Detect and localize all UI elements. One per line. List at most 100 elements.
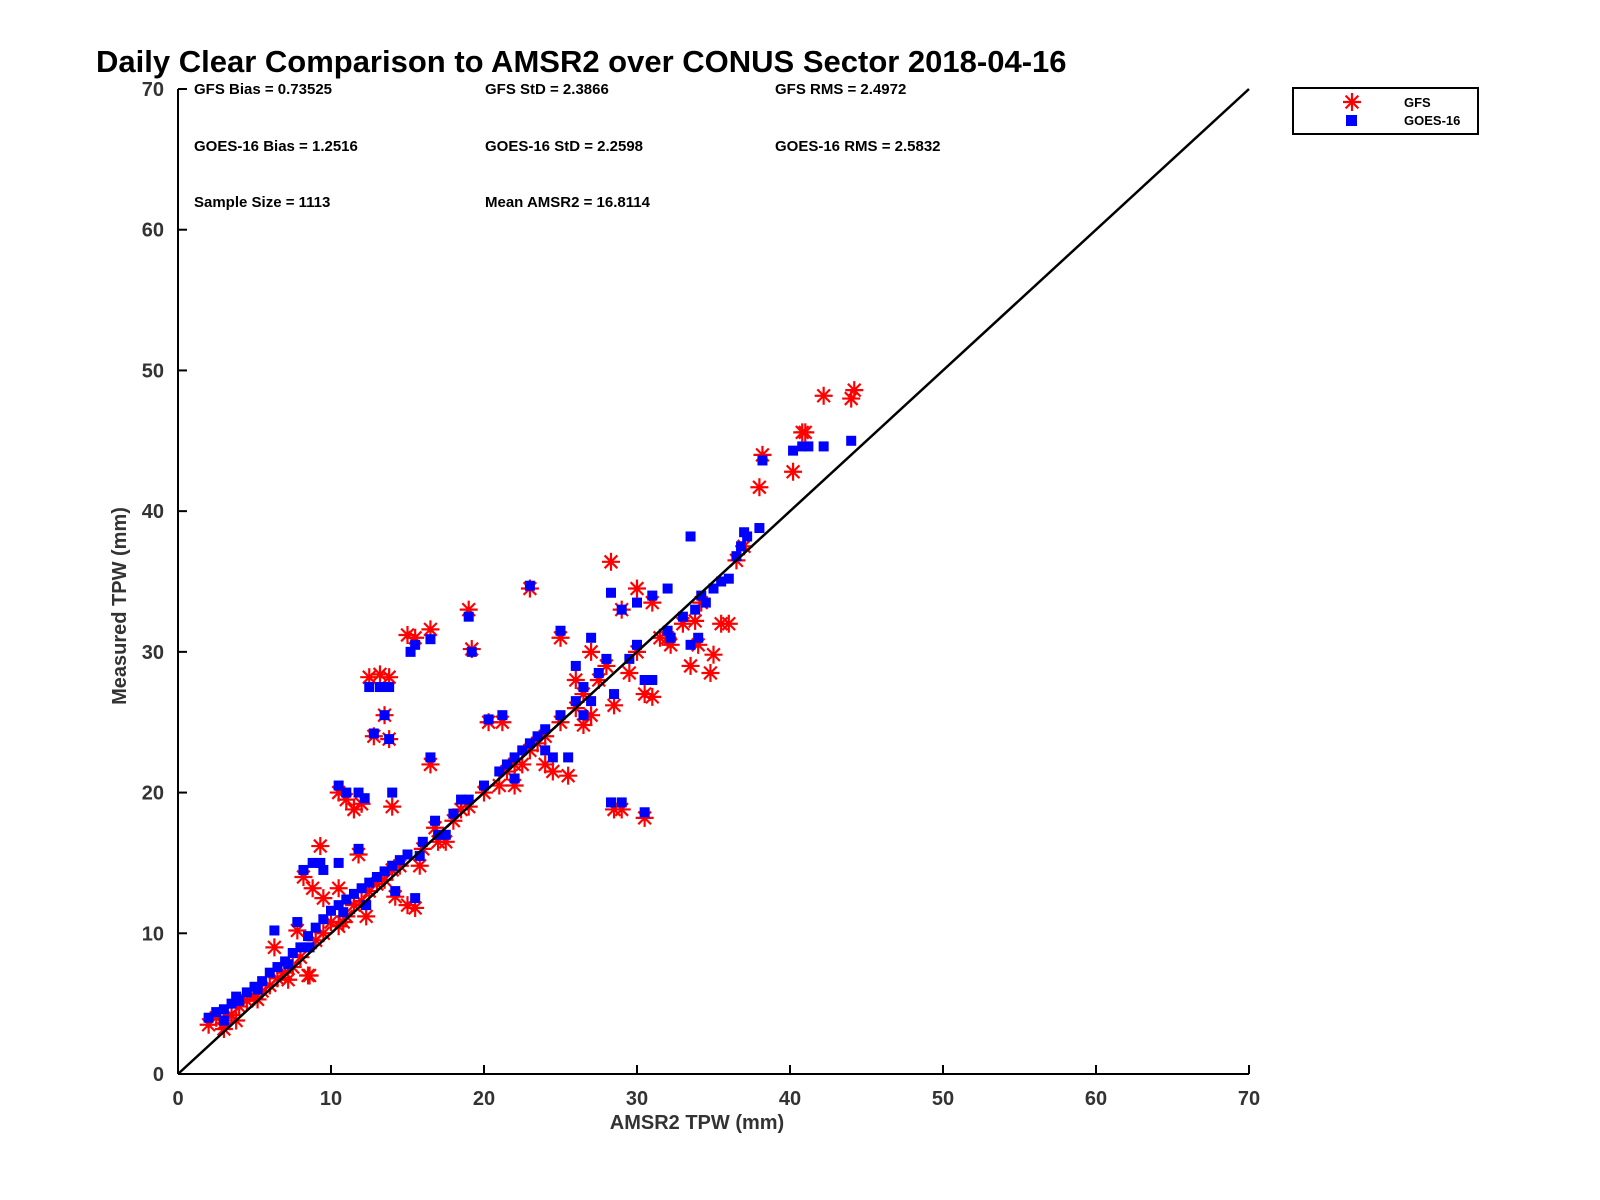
- y-tick-label: 40: [142, 501, 164, 523]
- goes16-point: [390, 886, 401, 897]
- goes16-point: [304, 942, 315, 953]
- goes16-point: [333, 857, 344, 868]
- gfs-point: [311, 837, 330, 856]
- goes16-point: [269, 925, 280, 936]
- goes16-point: [563, 752, 574, 763]
- goes16-point: [283, 959, 294, 970]
- goes16-point: [555, 625, 566, 636]
- plot-axes: [177, 89, 1249, 1075]
- goes16-point: [555, 710, 566, 721]
- goes16-point: [315, 857, 326, 868]
- legend: GFS GOES-16: [1292, 87, 1479, 135]
- gfs-point: [814, 386, 833, 405]
- goes-rms-stat: GOES-16 RMS = 2.5832: [775, 138, 941, 155]
- goes16-point: [632, 597, 642, 608]
- one-to-one-reference-line: [177, 88, 1250, 1075]
- gfs-std-stat: GFS StD = 2.3866: [485, 81, 609, 98]
- x-axis-label: AMSR2 TPW (mm): [610, 1112, 784, 1134]
- gfs-point: [681, 656, 700, 675]
- goes16-point: [440, 829, 451, 840]
- goes16-point: [532, 731, 543, 742]
- goes16-point: [356, 883, 367, 894]
- goes16-series: [203, 435, 857, 1026]
- x-tick-label: 20: [473, 1088, 495, 1110]
- y-tick-label: 0: [153, 1064, 164, 1086]
- goes16-point: [723, 573, 734, 584]
- goes16-point: [509, 752, 520, 763]
- goes16-point: [731, 551, 742, 562]
- goes16-point: [586, 632, 597, 643]
- legend-goes16-marker: [1346, 115, 1357, 126]
- goes16-point: [609, 689, 620, 700]
- gfs-series: [199, 381, 864, 1038]
- gfs-point: [383, 797, 402, 816]
- goes16-point: [318, 914, 329, 925]
- goes16-point: [547, 752, 558, 763]
- goes16-point: [295, 942, 306, 953]
- goes16-point: [685, 531, 696, 542]
- goes16-point: [203, 1012, 214, 1023]
- goes16-point: [218, 1004, 229, 1015]
- goes16-point: [483, 714, 494, 725]
- goes16-point: [371, 872, 382, 882]
- gfs-point: [406, 898, 425, 917]
- gfs-point: [628, 579, 646, 598]
- goes16-point: [287, 947, 298, 958]
- goes16-point: [264, 967, 275, 978]
- goes16-point: [662, 583, 673, 594]
- gfs-point: [329, 879, 348, 898]
- legend-gfs-marker: [1343, 93, 1361, 111]
- goes16-point: [639, 807, 650, 818]
- goes16-point: [540, 724, 551, 735]
- goes16-point: [348, 888, 359, 899]
- goes16-point: [252, 984, 263, 995]
- goes16-point: [326, 905, 336, 916]
- sample-size-stat: Sample Size = 1113: [194, 194, 330, 211]
- goes16-point: [693, 632, 704, 643]
- goes16-point: [384, 734, 395, 745]
- goes16-point: [425, 752, 436, 763]
- goes16-point: [716, 576, 727, 587]
- gfs-point: [300, 966, 319, 985]
- goes16-point: [211, 1007, 222, 1018]
- gfs-point: [314, 889, 333, 908]
- goes16-point: [639, 675, 650, 685]
- goes16-point: [318, 864, 329, 875]
- x-tick-label: 30: [626, 1088, 648, 1110]
- goes16-point: [448, 808, 459, 819]
- gfs-point: [635, 685, 654, 704]
- legend-box: [1292, 87, 1479, 135]
- goes16-point: [647, 675, 658, 685]
- goes16-point: [402, 849, 413, 860]
- x-tick-label: 40: [779, 1088, 801, 1110]
- goes16-point: [379, 866, 390, 877]
- gfs-point: [605, 696, 624, 715]
- goes16-point: [708, 583, 719, 594]
- goes16-point: [788, 445, 799, 456]
- goes16-point: [361, 900, 372, 911]
- mean-amsr2-stat: Mean AMSR2 = 16.8114: [485, 194, 651, 211]
- goes16-point: [414, 850, 425, 861]
- goes16-point: [307, 857, 318, 868]
- goes16-point: [387, 787, 398, 798]
- chart-title: Daily Clear Comparison to AMSR2 over CON…: [96, 44, 1067, 79]
- goes16-point: [479, 780, 489, 791]
- legend-gfs-label: GFS: [1404, 95, 1431, 110]
- stats-block: GFS Bias = 0.73525 GFS StD = 2.3866 GFS …: [194, 81, 941, 211]
- goes16-point: [303, 931, 314, 942]
- x-tick-label: 60: [1085, 1088, 1107, 1110]
- goes16-point: [364, 877, 375, 888]
- goes16-point: [517, 745, 528, 756]
- goes16-point: [410, 639, 421, 650]
- goes16-point: [677, 611, 688, 622]
- gfs-point: [620, 663, 639, 682]
- goes16-point: [605, 587, 616, 598]
- goes16-point: [632, 639, 642, 650]
- goes16-point: [231, 991, 242, 1002]
- y-tick-label: 70: [142, 79, 164, 101]
- y-axis-ticks: 0 10 20 30 40 50 60 70: [142, 79, 187, 1086]
- goes16-point: [463, 794, 474, 805]
- goes16-point: [501, 759, 512, 770]
- x-tick-label: 10: [320, 1088, 342, 1110]
- goes16-point: [754, 523, 765, 534]
